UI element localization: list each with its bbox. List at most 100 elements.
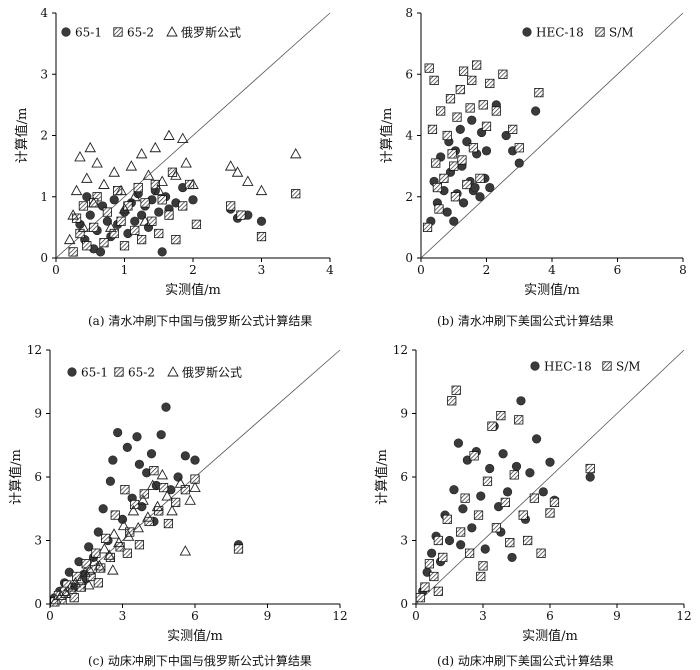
data-point [180, 451, 190, 461]
x-tick-label: 12 [676, 609, 691, 623]
y-tick-label: 12 [27, 343, 42, 357]
data-point [82, 579, 95, 590]
y-axis-label: 计算值/m [14, 108, 30, 164]
data-point [93, 527, 103, 537]
data-point [151, 500, 164, 512]
data-point [184, 494, 196, 505]
data-point [156, 468, 169, 480]
data-point [549, 497, 560, 508]
x-axis-label: 实测值/m [167, 628, 223, 644]
y-tick-label: 4 [405, 129, 413, 143]
reference-line-y-equals-x [420, 12, 684, 259]
data-point [107, 564, 119, 575]
data-point [469, 451, 479, 461]
data-point [70, 184, 83, 196]
data-point [122, 530, 135, 541]
data-point [545, 457, 555, 467]
data-point [242, 175, 254, 186]
data-point [467, 523, 477, 533]
y-tick-label: 6 [405, 67, 413, 81]
data-point [464, 548, 475, 558]
data-point [117, 519, 130, 531]
data-point [74, 151, 86, 162]
data-point [98, 504, 108, 514]
x-tick-label: 8 [679, 263, 687, 277]
data-point [93, 559, 106, 571]
legend-marker [61, 27, 71, 37]
caption-a: (a) 清水冲刷下中国与俄罗斯公式计算结果 [88, 314, 313, 328]
data-point [74, 574, 86, 586]
legend-marker [114, 367, 124, 377]
data-point [458, 198, 469, 208]
data-point [420, 582, 430, 592]
data-point [233, 544, 244, 554]
data-point [79, 566, 91, 577]
panel-b-chart: 0 2 4 6 8 0 2 4 6 8 实测值/m 计算值/m HEC-18 S/M [379, 6, 687, 298]
data-point [119, 241, 130, 251]
data-point [154, 228, 164, 239]
data-point [110, 510, 120, 520]
data-point [478, 561, 488, 571]
data-point [458, 504, 468, 514]
x-tick-label: 0 [412, 609, 420, 623]
data-point [529, 493, 539, 503]
data-point [436, 106, 446, 116]
data-point [113, 536, 125, 548]
data-point [87, 196, 100, 208]
legend-marker [113, 27, 123, 37]
data-point [91, 157, 103, 168]
x-tick-label: 2 [483, 263, 491, 277]
data-point [171, 497, 181, 508]
data-point [161, 490, 173, 501]
legend-marker [530, 361, 540, 371]
caption-b: (b) 清水冲刷下美国公式计算结果 [437, 314, 614, 328]
data-point [150, 179, 160, 190]
legend-marker [166, 26, 178, 37]
panel-a-chart: 0 1 2 3 4 0 1 2 3 4 实测值/m 计算值/m 65-1 65-2 俄罗斯公式 [14, 6, 334, 298]
data-point [485, 78, 495, 89]
data-point [289, 147, 302, 159]
data-point [451, 385, 461, 395]
data-point [439, 173, 449, 183]
data-point [84, 542, 94, 552]
data-point [149, 141, 162, 153]
data-point [108, 166, 120, 177]
data-point [184, 179, 195, 190]
panel-c-chart: 0 3 6 9 12 0 3 6 9 12 实测值/m 计算值/m 65-1 65-2 俄罗斯公式 [8, 343, 348, 644]
data-point [456, 527, 466, 537]
x-tick-label: 3 [258, 263, 266, 277]
data-point [458, 66, 469, 76]
x-tick-label: 9 [264, 609, 272, 623]
data-point [174, 477, 187, 488]
y-axis-label: 计算值/m [374, 449, 390, 505]
legend-marker [595, 27, 605, 37]
data-point [511, 461, 522, 472]
data-point [81, 172, 93, 183]
panel-d-chart: 0 3 6 9 12 0 3 6 9 12 实测值/m 计算值/m HEC-18 S/M [374, 343, 692, 644]
data-point [130, 225, 140, 236]
data-point [109, 195, 119, 205]
data-point [585, 472, 595, 482]
data-point [75, 228, 85, 239]
data-point [456, 540, 466, 550]
data-point [507, 552, 517, 563]
data-point [485, 463, 495, 474]
y-axis-label: 计算值/m [8, 449, 24, 505]
data-point [475, 192, 485, 202]
data-point [157, 195, 167, 205]
data-point [179, 545, 192, 556]
x-tick-label: 6 [191, 609, 199, 623]
data-point [481, 121, 492, 131]
y-tick-label: 3 [40, 67, 48, 81]
data-point [498, 69, 508, 79]
data-point [476, 571, 486, 582]
data-point [514, 158, 524, 168]
legend-label: 俄罗斯公式 [181, 26, 241, 40]
data-point [433, 586, 443, 596]
data-point [455, 84, 465, 95]
data-point [89, 222, 99, 232]
x-tick-label: 4 [326, 263, 334, 277]
data-point [516, 396, 526, 406]
data-point [98, 543, 111, 554]
x-tick-label: 3 [119, 609, 127, 623]
